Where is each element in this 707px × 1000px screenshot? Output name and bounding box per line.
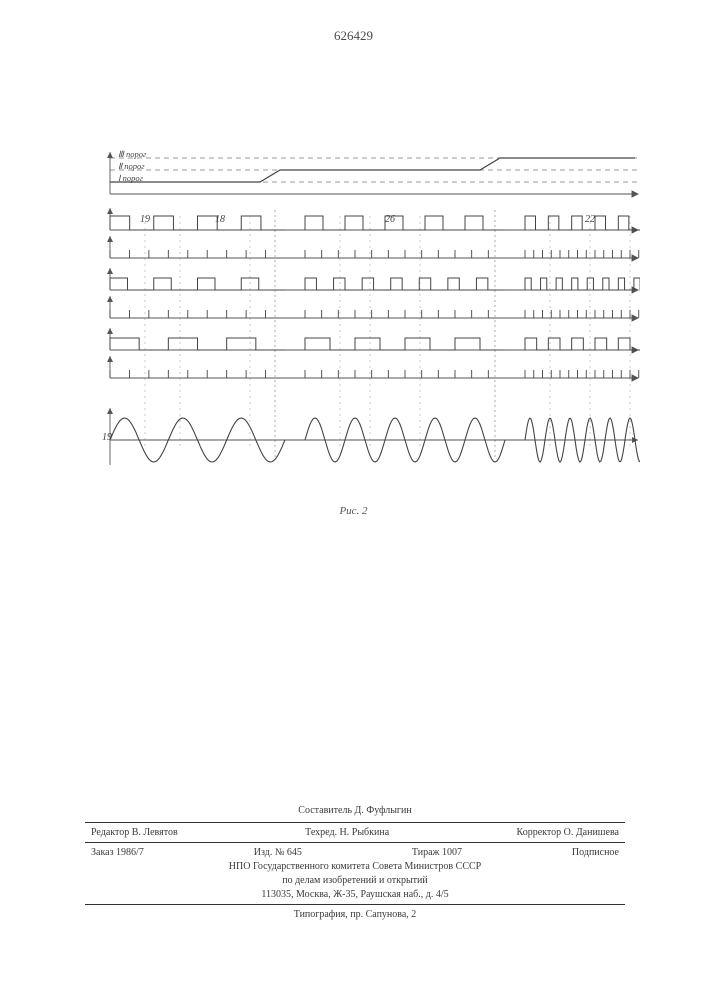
org-line-2: по делам изобретений и открытий [85, 875, 625, 886]
footer-rule-3 [85, 904, 625, 905]
compiler-credit: Составитель Д. Фуфлыгин [85, 805, 625, 816]
timing-diagram-figure: Ⅲ порогⅡ порогⅠ порог1918262219 [85, 150, 640, 490]
svg-text:19: 19 [102, 432, 112, 443]
techred-credit: Техред. Н. Рыбкина [305, 827, 389, 838]
svg-text:Ⅲ порог: Ⅲ порог [118, 150, 147, 159]
footer-rule-2 [85, 842, 625, 843]
timing-diagram-svg: Ⅲ порогⅡ порогⅠ порог1918262219 [85, 150, 640, 490]
footer-rule-1 [85, 822, 625, 823]
podpisnoe: Подписное [572, 847, 619, 858]
tirazh-number: Тираж 1007 [412, 847, 462, 858]
org-line-3: 113035, Москва, Ж-35, Раушская наб., д. … [85, 889, 625, 900]
print-info-row: Заказ 1986/7 Изд. № 645 Тираж 1007 Подпи… [85, 847, 625, 858]
figure-caption: Рис. 2 [339, 505, 367, 517]
izd-number: Изд. № 645 [254, 847, 302, 858]
org-line-1: НПО Государственного комитета Совета Мин… [85, 861, 625, 872]
svg-text:Ⅱ порог: Ⅱ порог [118, 161, 145, 171]
corrector-credit: Корректор О. Данишева [517, 827, 619, 838]
typography-line: Типография, пр. Сапунова, 2 [85, 909, 625, 920]
footer-block: Составитель Д. Фуфлыгин Редактор В. Левя… [85, 805, 625, 920]
editor-credit: Редактор В. Левятов [91, 827, 178, 838]
order-number: Заказ 1986/7 [91, 847, 144, 858]
page-number: 626429 [334, 28, 373, 44]
credits-row: Редактор В. Левятов Техред. Н. Рыбкина К… [85, 827, 625, 838]
